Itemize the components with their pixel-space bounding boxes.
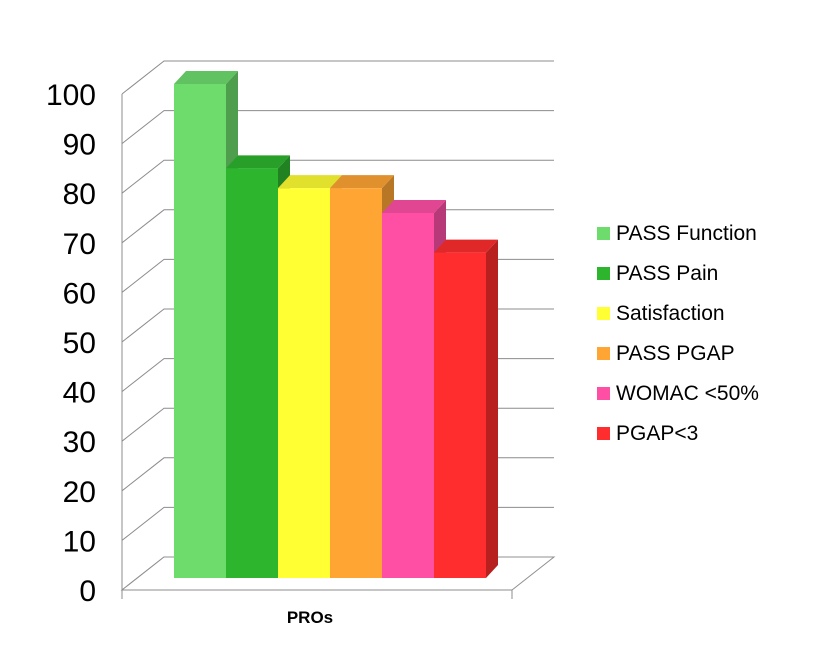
gridlines xyxy=(121,60,554,591)
gridline xyxy=(121,60,554,95)
y-tick-label: 90 xyxy=(63,129,96,162)
legend-item: WOMAC <50% xyxy=(597,382,759,405)
legend-item: PASS Pain xyxy=(597,262,718,285)
bar-front xyxy=(382,212,434,578)
legend-label: PGAP<3 xyxy=(616,422,698,445)
gridline xyxy=(121,159,554,194)
y-tick-label: 80 xyxy=(63,178,96,211)
bar-front xyxy=(174,84,226,578)
bar-top xyxy=(278,175,342,189)
y-tick-label: 40 xyxy=(63,377,96,410)
legend-swatch xyxy=(597,347,610,360)
bar-front xyxy=(434,252,486,578)
bars xyxy=(174,71,498,578)
bar-top xyxy=(382,199,446,213)
bar-front xyxy=(278,188,330,578)
legend-label: PASS Pain xyxy=(616,262,718,285)
bar-front xyxy=(226,168,278,578)
y-tick-label: 70 xyxy=(63,228,96,261)
legend-swatch xyxy=(597,427,610,440)
bar-front xyxy=(330,188,382,578)
bar xyxy=(434,239,498,578)
legend-item: PGAP<3 xyxy=(597,422,698,445)
y-tick-label: 10 xyxy=(63,525,96,558)
bar-top xyxy=(226,155,290,169)
legend-swatch xyxy=(597,387,610,400)
bar-top xyxy=(330,175,394,189)
legend-item: Satisfaction xyxy=(597,302,725,325)
legend-label: Satisfaction xyxy=(616,302,725,325)
legend: PASS Function PASS Pain Satisfaction PASS P… xyxy=(597,222,759,445)
bar-top xyxy=(174,71,238,84)
y-tick-label: 60 xyxy=(63,277,96,310)
bar-top xyxy=(434,239,498,253)
legend-label: PASS Function xyxy=(616,222,757,245)
bar-side xyxy=(486,239,498,578)
y-tick-label: 20 xyxy=(63,476,96,509)
legend-swatch xyxy=(597,267,610,280)
legend-swatch xyxy=(597,307,610,320)
y-tick-label: 0 xyxy=(79,575,96,608)
x-axis-label: PROs xyxy=(287,608,333,627)
y-tick-label: 100 xyxy=(46,79,96,112)
legend-swatch xyxy=(597,227,610,240)
legend-item: PASS PGAP xyxy=(597,342,735,365)
legend-label: PASS PGAP xyxy=(616,342,735,365)
gridline xyxy=(121,110,554,144)
y-tick-label: 30 xyxy=(63,426,96,459)
y-tick-labels: 0 10 20 30 40 50 60 70 80 90 100 xyxy=(46,79,96,608)
legend-label: WOMAC <50% xyxy=(616,382,759,405)
legend-item: PASS Function xyxy=(597,222,757,245)
y-tick-label: 50 xyxy=(63,327,96,360)
